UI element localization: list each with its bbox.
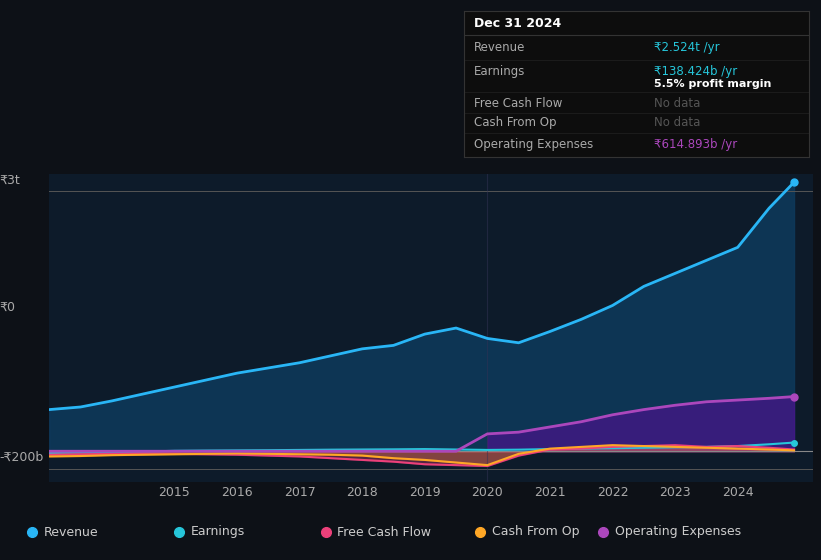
Text: Operating Expenses: Operating Expenses [615,525,741,539]
Text: No data: No data [654,116,699,129]
Text: ₹614.893b /yr: ₹614.893b /yr [654,138,736,151]
Text: Revenue: Revenue [44,525,99,539]
Text: ₹2.524t /yr: ₹2.524t /yr [654,41,719,54]
Text: Earnings: Earnings [190,525,245,539]
Text: -₹200b: -₹200b [0,450,44,464]
Text: Earnings: Earnings [475,66,525,78]
Text: No data: No data [654,97,699,110]
Text: Dec 31 2024: Dec 31 2024 [475,17,562,30]
Text: Cash From Op: Cash From Op [475,116,557,129]
Text: ₹138.424b /yr: ₹138.424b /yr [654,66,736,78]
Text: Cash From Op: Cash From Op [492,525,579,539]
Text: ₹3t: ₹3t [0,174,21,186]
Text: ₹0: ₹0 [0,301,16,314]
Text: Free Cash Flow: Free Cash Flow [475,97,562,110]
Text: Free Cash Flow: Free Cash Flow [337,525,431,539]
Text: Operating Expenses: Operating Expenses [475,138,594,151]
Text: 5.5% profit margin: 5.5% profit margin [654,79,771,89]
Text: Revenue: Revenue [475,41,525,54]
